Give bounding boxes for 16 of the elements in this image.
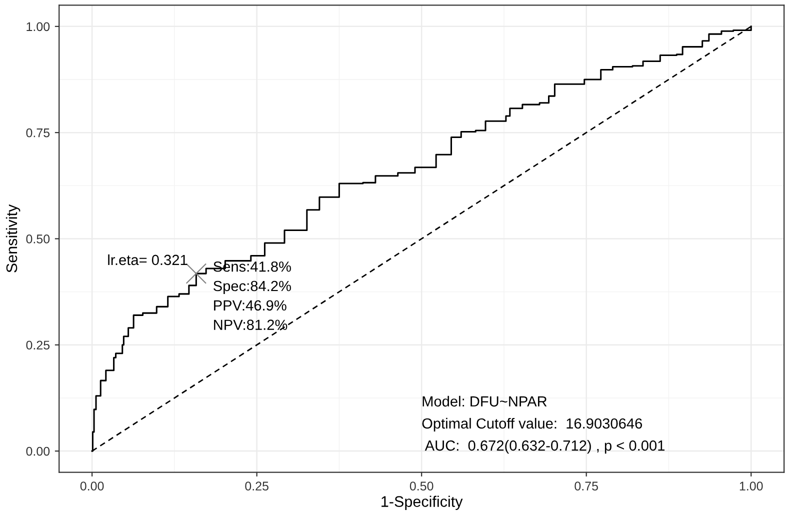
- y-axis-title: Sensitivity: [6, 204, 20, 272]
- x-tick-label: 1.00: [740, 482, 763, 490]
- y-tick-label: 1.00: [26, 22, 50, 32]
- annotation: Model: DFU~NPAR: [422, 396, 547, 407]
- y-tick-label: 0.75: [26, 128, 50, 138]
- annotation: lr.eta= 0.321: [108, 254, 188, 266]
- annotation: Optimal Cutoff value: 16.9030646: [422, 418, 642, 432]
- x-tick-label: 0.75: [574, 482, 598, 490]
- y-tick-label: 0.00: [26, 446, 50, 456]
- y-tick-label: 0.25: [26, 340, 50, 350]
- x-tick-label: 0.50: [410, 482, 434, 490]
- x-tick-label: 0.00: [80, 482, 104, 490]
- x-tick-label: 0.25: [245, 482, 268, 490]
- annotation: AUC: 0.672(0.632-0.712) , p < 0.001: [424, 440, 664, 454]
- x-axis-title: 1-Specificity: [382, 496, 463, 510]
- y-tick-label: 0.50: [26, 234, 50, 244]
